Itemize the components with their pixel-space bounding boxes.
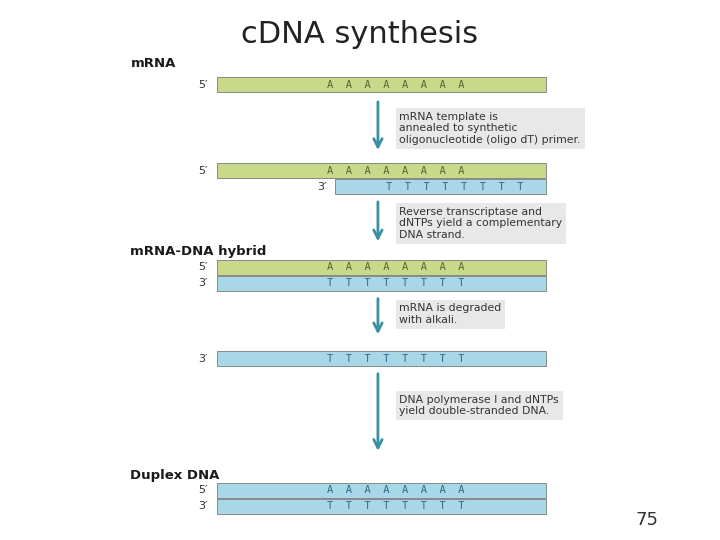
Text: 3′: 3′ (199, 279, 208, 288)
Text: Duplex DNA: Duplex DNA (130, 469, 220, 482)
FancyBboxPatch shape (217, 276, 546, 291)
FancyBboxPatch shape (217, 77, 546, 92)
Text: mRNA: mRNA (130, 57, 176, 70)
Text: T  T  T  T  T  T  T  T: T T T T T T T T (327, 279, 464, 288)
Text: 75: 75 (635, 511, 658, 529)
Text: A  A  A  A  A  A  A  A: A A A A A A A A (327, 80, 464, 90)
Text: 5′: 5′ (199, 262, 208, 272)
Text: 3′: 3′ (199, 501, 208, 511)
Text: mRNA template is
annealed to synthetic
oligonucleotide (oligo dT) primer.: mRNA template is annealed to synthetic o… (400, 112, 581, 145)
FancyBboxPatch shape (335, 179, 546, 194)
Text: 3′: 3′ (199, 354, 208, 363)
Text: T  T  T  T  T  T  T  T: T T T T T T T T (327, 354, 464, 363)
Text: cDNA synthesis: cDNA synthesis (241, 20, 479, 49)
Text: 5′: 5′ (199, 485, 208, 495)
Text: 5′: 5′ (199, 80, 208, 90)
Text: A  A  A  A  A  A  A  A: A A A A A A A A (327, 166, 464, 176)
Text: 3′: 3′ (317, 182, 326, 192)
FancyBboxPatch shape (217, 260, 546, 275)
FancyBboxPatch shape (217, 483, 546, 498)
FancyBboxPatch shape (217, 163, 546, 178)
Text: Reverse transcriptase and
dNTPs yield a complementary
DNA strand.: Reverse transcriptase and dNTPs yield a … (400, 207, 562, 240)
Text: DNA polymerase I and dNTPs
yield double-stranded DNA.: DNA polymerase I and dNTPs yield double-… (400, 395, 559, 416)
Text: A  A  A  A  A  A  A  A: A A A A A A A A (327, 485, 464, 495)
Text: T  T  T  T  T  T  T  T: T T T T T T T T (387, 182, 523, 192)
Text: mRNA-DNA hybrid: mRNA-DNA hybrid (130, 245, 267, 258)
FancyBboxPatch shape (217, 499, 546, 514)
FancyBboxPatch shape (217, 351, 546, 366)
Text: mRNA is degraded
with alkali.: mRNA is degraded with alkali. (400, 303, 502, 325)
Text: A  A  A  A  A  A  A  A: A A A A A A A A (327, 262, 464, 272)
Text: 5′: 5′ (199, 166, 208, 176)
Text: T  T  T  T  T  T  T  T: T T T T T T T T (327, 501, 464, 511)
